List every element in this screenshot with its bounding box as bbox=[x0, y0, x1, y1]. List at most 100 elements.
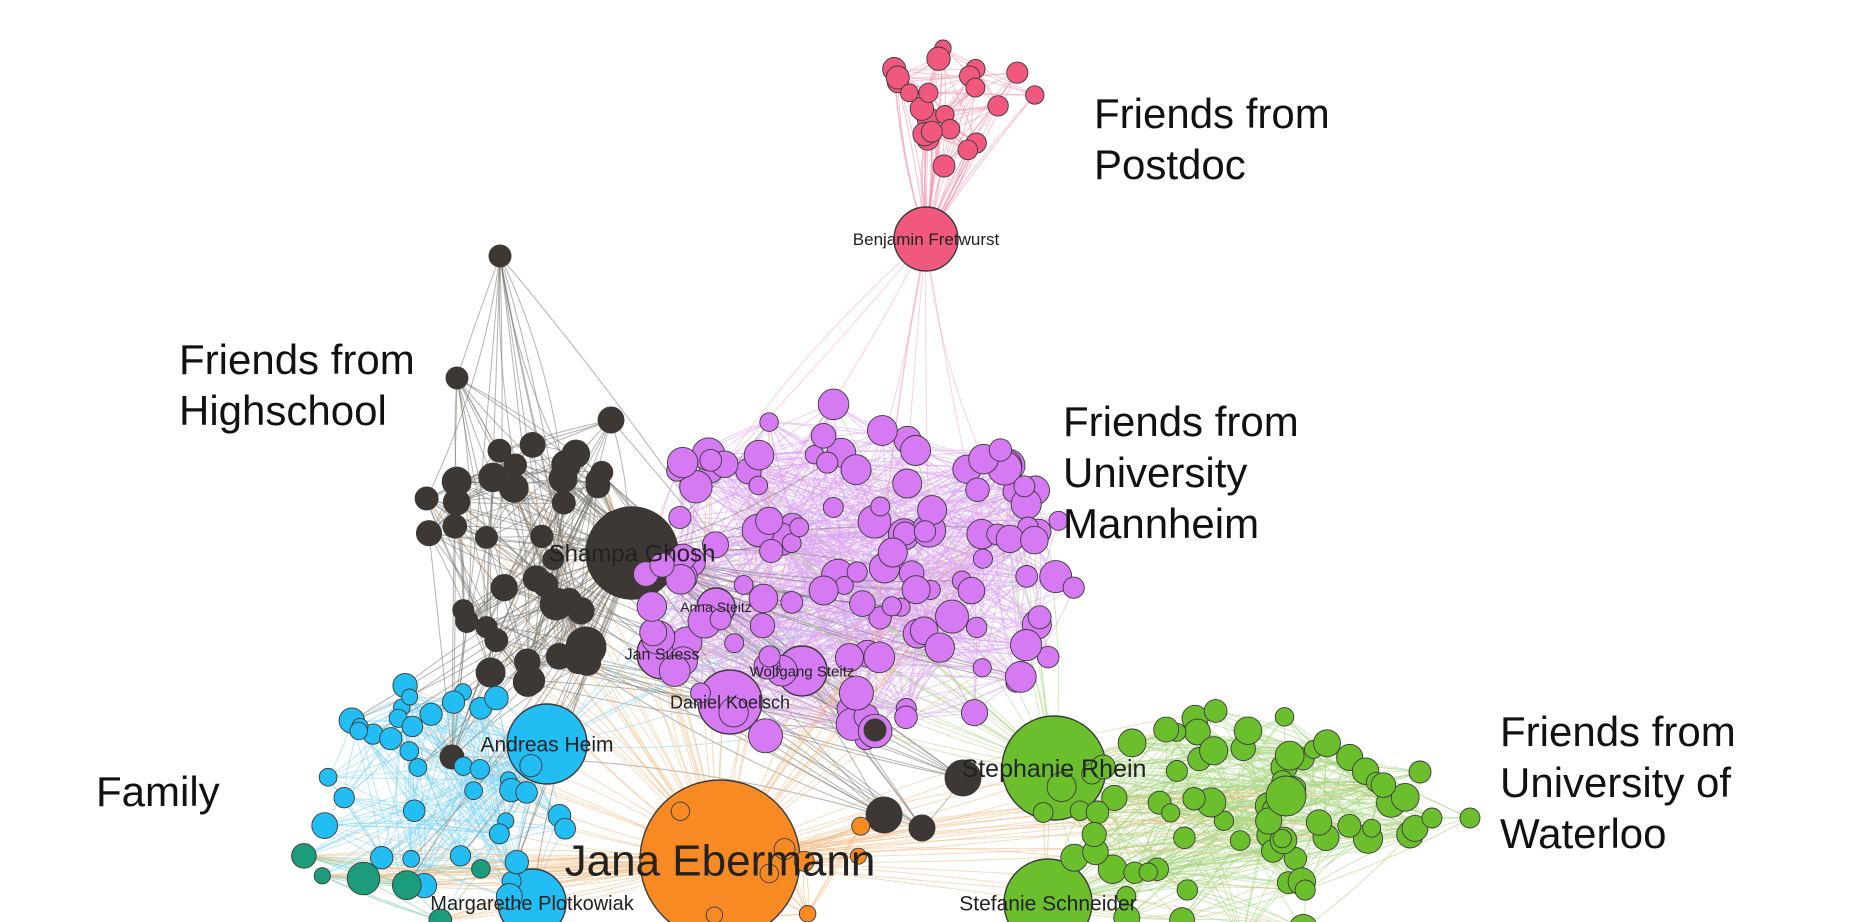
graph-edge bbox=[546, 589, 931, 745]
graph-node bbox=[488, 244, 512, 268]
graph-edge bbox=[1284, 716, 1416, 829]
graph-node bbox=[965, 77, 986, 98]
graph-edge bbox=[798, 527, 907, 718]
node-label-stephanie: Stephanie Rhein bbox=[962, 755, 1147, 783]
graph-node bbox=[499, 473, 529, 503]
graph-node bbox=[885, 65, 910, 90]
graph-edge bbox=[801, 670, 1021, 678]
graph-edge bbox=[1293, 788, 1433, 819]
graph-edge bbox=[724, 464, 803, 672]
graph-node bbox=[475, 616, 498, 639]
graph-node bbox=[935, 599, 969, 634]
graph-node bbox=[542, 548, 565, 571]
graph-node bbox=[789, 517, 810, 538]
graph-edge bbox=[1047, 781, 1377, 904]
graph-node bbox=[1138, 862, 1158, 882]
graph-node bbox=[863, 718, 887, 742]
graph-node-labels: Jana Ebermann Shampa Ghosh Benjamin Fretwu… bbox=[430, 230, 1146, 915]
graph-node bbox=[748, 718, 783, 754]
graph-node bbox=[724, 633, 745, 654]
graph-edge bbox=[1182, 817, 1471, 921]
graph-node bbox=[1165, 760, 1188, 782]
label-line: Family bbox=[96, 768, 220, 815]
graph-edge bbox=[486, 479, 597, 538]
graph-node bbox=[702, 531, 729, 559]
graph-edge bbox=[683, 629, 925, 662]
graph-edge bbox=[1187, 889, 1291, 922]
graph-edge bbox=[943, 72, 1018, 167]
graph-edge bbox=[358, 730, 518, 863]
graph-edge bbox=[1253, 784, 1384, 922]
label-family: Family bbox=[96, 766, 220, 817]
node-label-shampa: Shampa Ghosh bbox=[549, 540, 716, 567]
graph-edge bbox=[499, 255, 567, 465]
graph-node bbox=[441, 466, 472, 497]
graph-edge bbox=[724, 238, 927, 465]
graph-node bbox=[1294, 879, 1316, 901]
graph-node bbox=[749, 612, 776, 639]
graph-node bbox=[1025, 85, 1045, 105]
graph-node bbox=[822, 496, 844, 518]
node-stefanie bbox=[1003, 858, 1093, 922]
graph-node bbox=[401, 688, 419, 706]
graph-node bbox=[1027, 605, 1052, 630]
graph-node bbox=[668, 505, 692, 530]
graph-node bbox=[471, 859, 491, 879]
graph-edge bbox=[652, 404, 834, 633]
graph-edge bbox=[748, 470, 1055, 769]
node-benjamin bbox=[893, 206, 959, 272]
graph-node bbox=[515, 781, 538, 804]
graph-node bbox=[1274, 707, 1295, 727]
graph-node bbox=[780, 591, 804, 614]
graph-node bbox=[346, 861, 381, 896]
label-line: University bbox=[1063, 449, 1248, 496]
graph-node bbox=[781, 533, 802, 553]
graph-node bbox=[667, 446, 699, 479]
graph-node bbox=[913, 520, 937, 543]
graph-node bbox=[932, 154, 956, 178]
graph-edge bbox=[729, 462, 828, 703]
graph-node bbox=[1255, 807, 1283, 835]
graph-node bbox=[503, 453, 527, 477]
graph-node bbox=[495, 883, 523, 910]
graph-node bbox=[900, 83, 919, 103]
graph-edge bbox=[417, 767, 518, 863]
graph-node bbox=[1062, 576, 1085, 599]
graph-node bbox=[718, 697, 749, 728]
graph-node bbox=[1153, 716, 1180, 743]
graph-node bbox=[1081, 821, 1107, 848]
label-line: Waterloo bbox=[1500, 810, 1667, 857]
graph-node bbox=[709, 608, 732, 631]
node-label-andreas: Andreas Heim bbox=[480, 733, 613, 756]
graph-edge bbox=[1170, 812, 1236, 922]
graph-node bbox=[759, 412, 779, 432]
graph-node bbox=[399, 741, 420, 761]
graph-node bbox=[1020, 525, 1049, 555]
graph-node bbox=[1229, 830, 1251, 851]
graph-node bbox=[966, 616, 988, 639]
graph-node bbox=[1272, 828, 1292, 849]
graph-edge bbox=[942, 47, 1036, 96]
label-line: University of bbox=[1500, 759, 1732, 806]
graph-node bbox=[849, 847, 867, 865]
node-label-daniel: Daniel Koelsch bbox=[670, 692, 790, 712]
graph-node bbox=[917, 495, 948, 526]
node-label-jan: Jan Suess bbox=[625, 647, 700, 664]
graph-node bbox=[1161, 803, 1181, 823]
graph-edge bbox=[344, 797, 500, 835]
graph-node bbox=[748, 583, 779, 614]
graph-node bbox=[601, 510, 626, 535]
graph-node bbox=[475, 525, 498, 549]
graph-edge bbox=[303, 855, 481, 870]
graph-node bbox=[793, 850, 815, 872]
graph-node bbox=[838, 675, 874, 711]
graph-node bbox=[504, 849, 529, 875]
graph-edge bbox=[807, 825, 862, 915]
graph-node bbox=[670, 801, 691, 821]
graph-node bbox=[924, 632, 955, 663]
graph-node bbox=[743, 439, 775, 471]
graph-node bbox=[1101, 784, 1128, 811]
graph-node bbox=[1015, 565, 1039, 588]
graph-edge bbox=[499, 255, 543, 537]
node-label-wolfgang: Wolfgang Steitz bbox=[750, 663, 855, 680]
